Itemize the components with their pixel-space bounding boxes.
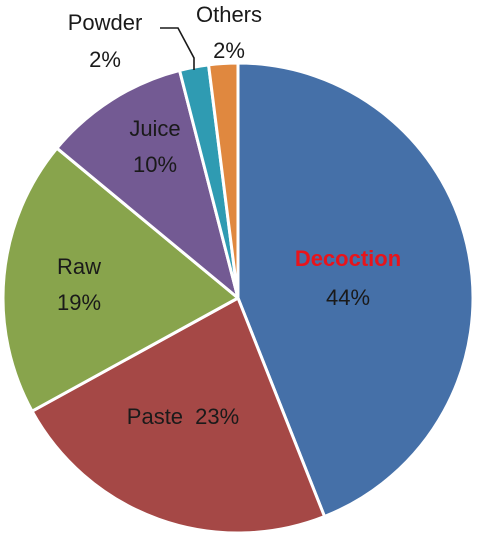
slice-label-others: Others xyxy=(196,2,262,27)
slice-raw xyxy=(1,146,240,413)
slice-value-raw: 19% xyxy=(57,290,101,315)
slice-label-powder: Powder xyxy=(68,10,143,35)
leader-lines xyxy=(160,27,195,70)
pie-slices xyxy=(1,61,475,535)
slice-decoction xyxy=(236,61,475,518)
slice-value-decoction: 44% xyxy=(326,285,370,310)
slice-label-decoction: Decoction xyxy=(295,246,401,271)
slice-label-paste-name: Paste xyxy=(127,404,183,429)
slice-label-paste: Paste 23% xyxy=(127,404,239,429)
leader-line-powder xyxy=(160,27,195,70)
slice-paste xyxy=(30,296,327,535)
slice-label-juice: Juice xyxy=(129,116,180,141)
slice-value-others: 2% xyxy=(213,38,245,63)
slice-labels: Decoction 44% Paste 23% Raw 19% Juice 10… xyxy=(57,2,401,429)
slice-value-powder: 2% xyxy=(89,47,121,72)
slice-value-juice: 10% xyxy=(133,152,177,177)
slice-label-raw: Raw xyxy=(57,254,101,279)
slice-value-paste: 23% xyxy=(195,404,239,429)
slice-others xyxy=(207,61,240,300)
